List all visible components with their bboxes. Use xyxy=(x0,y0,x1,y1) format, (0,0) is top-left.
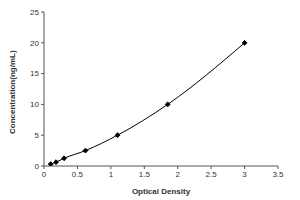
svg-text:10: 10 xyxy=(30,100,39,109)
svg-text:1.5: 1.5 xyxy=(139,170,151,179)
svg-text:2: 2 xyxy=(175,170,180,179)
svg-text:Optical Density: Optical Density xyxy=(132,187,191,196)
svg-text:2.5: 2.5 xyxy=(206,170,218,179)
svg-text:3: 3 xyxy=(242,170,247,179)
svg-text:3.5: 3.5 xyxy=(272,170,284,179)
svg-text:0: 0 xyxy=(42,170,47,179)
svg-text:25: 25 xyxy=(30,8,39,17)
svg-text:0.5: 0.5 xyxy=(72,170,84,179)
svg-text:1: 1 xyxy=(109,170,114,179)
svg-text:5: 5 xyxy=(35,131,40,140)
svg-text:15: 15 xyxy=(30,69,39,78)
svg-text:Concentration(ng/mL): Concentration(ng/mL) xyxy=(8,50,17,134)
svg-text:20: 20 xyxy=(30,39,39,48)
svg-text:0: 0 xyxy=(35,162,40,171)
